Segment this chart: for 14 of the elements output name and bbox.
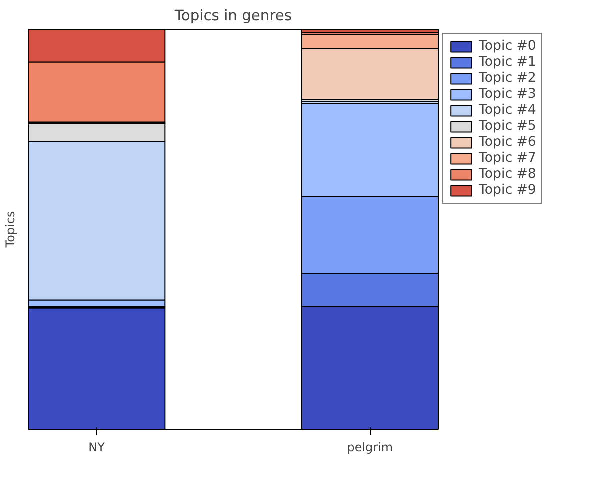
y-axis-title: Topics bbox=[4, 211, 18, 249]
legend-label: Topic #9 bbox=[479, 183, 536, 198]
legend-label: Topic #4 bbox=[479, 103, 536, 118]
legend-label: Topic #7 bbox=[479, 151, 536, 166]
legend-label: Topic #1 bbox=[479, 55, 536, 70]
x-tick-label: pelgrim bbox=[347, 440, 394, 454]
legend-label: Topic #6 bbox=[479, 135, 536, 150]
chart-title: Topics in genres bbox=[174, 8, 292, 24]
x-tick-label: NY bbox=[88, 440, 106, 454]
legend-label: Topic #5 bbox=[479, 119, 536, 134]
legend-label: Topic #0 bbox=[479, 39, 536, 54]
legend-label: Topic #8 bbox=[479, 167, 536, 182]
legend-label: Topic #2 bbox=[479, 71, 536, 86]
legend-label: Topic #3 bbox=[479, 87, 536, 102]
